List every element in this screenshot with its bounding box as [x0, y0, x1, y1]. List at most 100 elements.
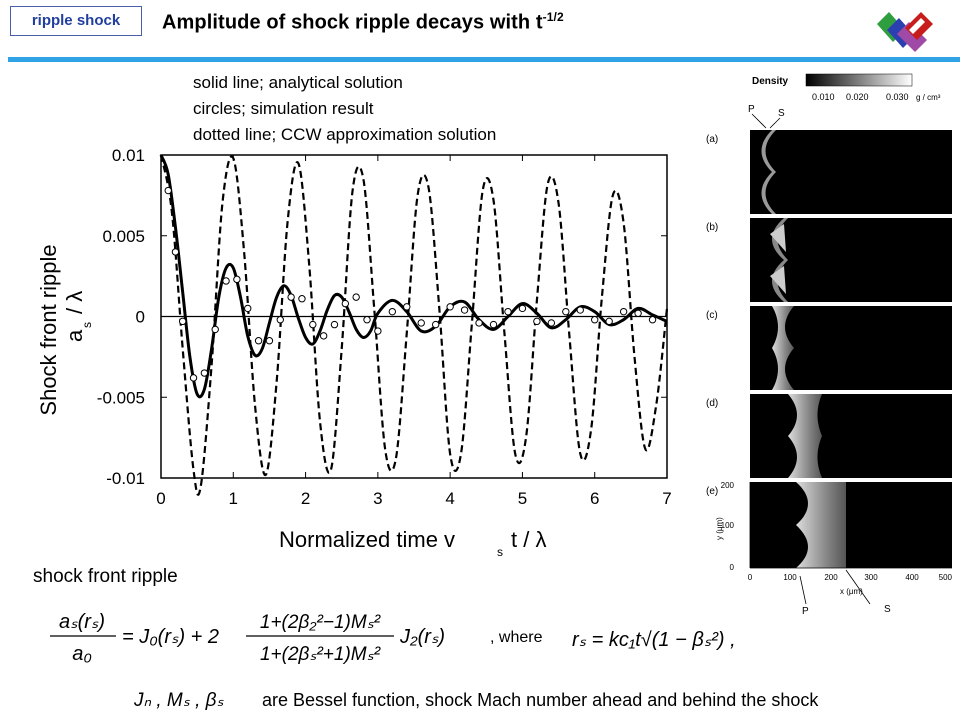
- x-axis-label-tail: t / λ: [511, 527, 546, 552]
- title-main: Amplitude of shock ripple decays with t: [162, 11, 543, 34]
- panel-label-c: (c): [706, 310, 718, 321]
- eq-bessel-terms: = J₀(rₛ) + 2: [122, 626, 219, 648]
- simulation-point: [222, 277, 230, 285]
- simulation-point: [591, 316, 599, 324]
- y-axis-var-tail: / λ: [62, 291, 87, 314]
- simulation-point: [576, 306, 584, 314]
- panel-label-e: (e): [706, 486, 718, 497]
- simulation-point: [417, 319, 425, 327]
- symbol-list: Jₙ , Mₛ , βₛ: [134, 690, 225, 711]
- sim-ytick-100: 100: [721, 521, 735, 530]
- simulation-point: [562, 307, 570, 316]
- simulation-point: [189, 374, 198, 382]
- y-tick-label: -0.01: [106, 469, 145, 488]
- simulation-point: [363, 316, 371, 324]
- x-tick-label: 4: [445, 489, 454, 508]
- note-dotted-line: dotted line; CCW approximation solution: [193, 125, 497, 144]
- sim-xtick-500: 500: [939, 573, 953, 582]
- simulation-point: [460, 306, 469, 314]
- top-label-s: S: [778, 108, 785, 119]
- simulation-point: [352, 293, 360, 301]
- y-axis-var: a: [62, 329, 87, 342]
- sim-xtick-0: 0: [748, 573, 753, 582]
- simulation-point: [298, 295, 306, 303]
- rs-definition: rₛ = kc₁t√(1 − βₛ²) ,: [572, 629, 736, 651]
- eq-bessel-j2: J₂(rₛ): [399, 626, 445, 648]
- sim-xtick-100: 100: [783, 573, 797, 582]
- y-tick-label: 0.01: [112, 146, 145, 165]
- density-colorbar: [805, 73, 913, 87]
- y-tick-label: -0.005: [97, 388, 145, 407]
- eq-rs: rₛ = kc₁t√(1 − βₛ²) ,: [572, 629, 736, 651]
- sim-ytick-200: 200: [721, 481, 735, 490]
- simulation-point: [518, 304, 527, 313]
- x-tick-label: 5: [518, 489, 527, 508]
- panel-d: (d): [706, 394, 952, 478]
- bottom-label-p: P: [802, 606, 809, 617]
- sim-y-axis-label: y (μm): [715, 517, 724, 540]
- simulation-point: [475, 319, 483, 327]
- eq-symbols: Jₙ , Mₛ , βₛ: [134, 690, 225, 711]
- eq-lhs-numerator: aₛ(rₛ): [59, 611, 105, 633]
- x-tick-label: 6: [590, 489, 599, 508]
- x-tick-label: 0: [156, 489, 165, 508]
- sim-xtick-400: 400: [905, 573, 919, 582]
- eq-lhs-denominator: a₀: [72, 643, 92, 665]
- section-tag: ripple shock: [10, 6, 142, 36]
- x-tick-label: 2: [301, 489, 310, 508]
- panel-a: (a): [706, 130, 952, 214]
- simulation-point: [489, 320, 498, 329]
- simulation-point: [276, 316, 284, 324]
- ripple-chart: 0 1 2 3 4 5 6 7 0.01 0.005 0 -0.005 -0.01 Shock fron…: [36, 146, 672, 559]
- simulation-point: [388, 307, 397, 316]
- density-legend-title: Density: [752, 76, 789, 87]
- density-tick-3: 0.030: [886, 92, 909, 102]
- slide-title: Amplitude of shock ripple decays with t-…: [162, 10, 564, 35]
- eq-frac-denominator: 1+(2βₛ²+1)Mₛ²: [260, 644, 381, 665]
- simulation-point: [446, 303, 454, 311]
- x-tick-label: 7: [662, 489, 671, 508]
- chart-ticks: 0 1 2 3 4 5 6 7 0.01 0.005 0 -0.005 -0.01: [97, 146, 672, 508]
- panel-b: (b): [706, 218, 952, 302]
- x-tick-label: 1: [229, 489, 238, 508]
- simulation-point: [164, 186, 172, 195]
- density-simulation-figure: Density 0.010 0.020 0.030 g / cm³ P S (a…: [706, 73, 953, 617]
- simulation-point: [171, 248, 180, 256]
- y-tick-label: 0.005: [102, 227, 145, 246]
- panel-c: (c): [706, 306, 952, 390]
- simulation-point: [244, 304, 252, 313]
- note-solid-line: solid line; analytical solution: [193, 73, 403, 92]
- simulation-point: [619, 307, 628, 316]
- x-axis-label-sub: s: [497, 545, 503, 559]
- note-circles: circles; simulation result: [193, 99, 374, 118]
- title-divider: [8, 57, 960, 62]
- chart-series: [159, 154, 669, 496]
- sim-ytick-0: 0: [730, 563, 735, 572]
- simulation-point: [287, 293, 295, 301]
- sim-xtick-300: 300: [864, 573, 878, 582]
- simulation-point: [504, 307, 512, 316]
- simulation-point: [341, 299, 350, 308]
- density-tick-2: 0.020: [846, 92, 869, 102]
- ccw-approximation-line: [159, 154, 669, 496]
- top-label-p: P: [748, 104, 755, 115]
- x-tick-label: 3: [373, 489, 382, 508]
- equation-heading: shock front ripple: [33, 566, 178, 587]
- panel-label-d: (d): [706, 398, 718, 409]
- chart-axes: [160, 154, 668, 479]
- institute-logo-icon: [877, 12, 933, 52]
- panel-label-a: (a): [706, 134, 718, 145]
- simulation-point: [547, 319, 556, 327]
- density-tick-1: 0.010: [812, 92, 835, 102]
- simulation-point: [309, 320, 317, 329]
- simulation-point: [648, 316, 657, 324]
- simulation-point: [254, 337, 263, 345]
- density-unit: g / cm³: [916, 93, 941, 102]
- simulation-point: [605, 317, 613, 326]
- y-axis-var-sub: s: [80, 322, 94, 328]
- simulation-point: [319, 332, 328, 340]
- y-axis-variable: a s / λ: [62, 291, 94, 342]
- simulation-point: [211, 325, 219, 334]
- where-text: , where: [490, 629, 543, 646]
- eq-frac-numerator: 1+(2β₂²−1)Mₛ²: [260, 612, 381, 633]
